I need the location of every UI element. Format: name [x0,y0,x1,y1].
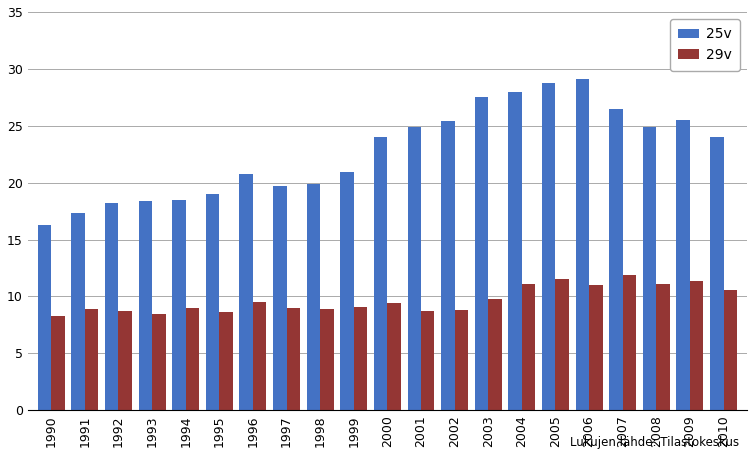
Bar [72,213,85,410]
Bar [643,127,656,410]
Bar [38,225,51,410]
Bar [287,308,300,410]
Bar [542,83,556,410]
Bar [253,302,266,410]
Legend: 25v, 29v: 25v, 29v [670,19,740,70]
Bar [320,309,333,410]
Bar [408,127,421,410]
Bar [388,303,401,410]
Bar [489,299,501,410]
Bar [185,308,199,410]
Bar [240,173,253,410]
Bar [85,309,98,410]
Bar [139,201,152,410]
Bar [421,311,434,410]
Bar [219,312,233,410]
Text: Lukujen lähde: Tilastokeskus: Lukujen lähde: Tilastokeskus [570,436,739,449]
Bar [556,279,569,410]
Bar [475,97,489,410]
Bar [273,186,287,410]
Bar [51,316,65,410]
Bar [374,137,388,410]
Bar [152,314,166,410]
Bar [172,200,185,410]
Bar [609,109,623,410]
Bar [441,121,455,410]
Bar [508,92,522,410]
Bar [589,285,602,410]
Bar [710,137,724,410]
Bar [690,281,703,410]
Bar [676,120,690,410]
Bar [118,311,132,410]
Bar [105,203,118,410]
Bar [623,275,636,410]
Bar [354,307,367,410]
Bar [455,310,468,410]
Bar [575,79,589,410]
Bar [724,290,737,410]
Bar [522,284,535,410]
Bar [307,184,320,410]
Bar [206,194,219,410]
Bar [340,173,354,410]
Bar [656,284,670,410]
